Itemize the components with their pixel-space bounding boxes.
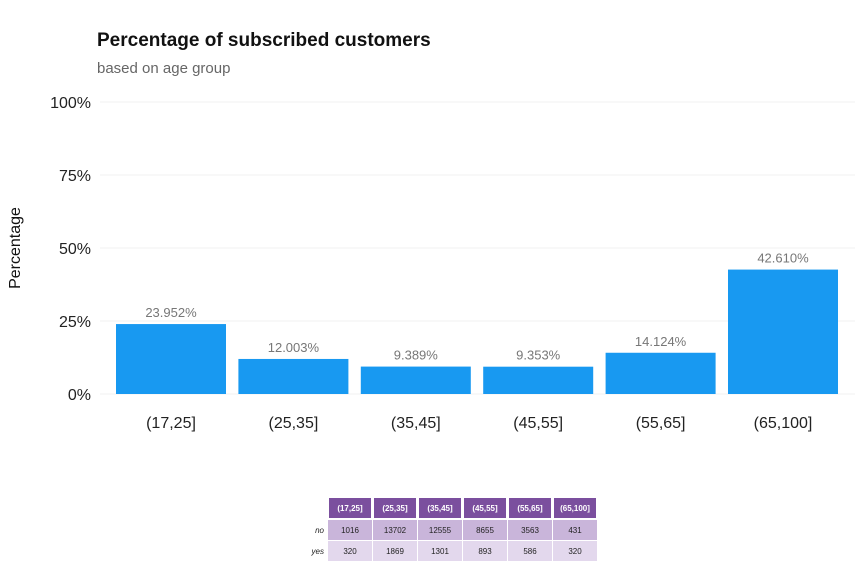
bar bbox=[483, 366, 594, 394]
chart-title: Percentage of subscribed customers bbox=[97, 30, 431, 51]
table-header-cell: (17,25] bbox=[328, 497, 372, 519]
bar-value-label: 14.124% bbox=[635, 334, 687, 349]
count-table: (17,25] (25,35] (35,45] (45,55] (55,65] (65,1… bbox=[284, 496, 598, 562]
x-tick-label: (55,65] bbox=[636, 415, 686, 432]
bar bbox=[238, 358, 349, 394]
table-cell: 1016 bbox=[328, 520, 372, 540]
y-tick-label: 100% bbox=[50, 95, 91, 112]
table-cell: 1301 bbox=[418, 541, 462, 561]
bar-value-label: 42.610% bbox=[757, 251, 809, 266]
table-header-row: (17,25] (25,35] (35,45] (45,55] (55,65] (65,1… bbox=[285, 497, 597, 519]
table-cell: 320 bbox=[328, 541, 372, 561]
bar bbox=[605, 352, 716, 394]
bar-value-label: 9.389% bbox=[394, 348, 439, 363]
table-row: no 1016 13702 12555 8655 3563 431 bbox=[285, 520, 597, 540]
bar bbox=[116, 324, 226, 394]
bar-chart: 23.952% 12.003% 9.389% 9.353% 14.124% 42.610%… bbox=[7, 95, 855, 432]
table-corner bbox=[285, 497, 327, 519]
table-header-cell: (35,45] bbox=[418, 497, 462, 519]
table-cell: 8655 bbox=[463, 520, 507, 540]
bar bbox=[728, 269, 838, 394]
x-tick-label: (65,100] bbox=[754, 415, 813, 432]
table-header-cell: (45,55] bbox=[463, 497, 507, 519]
table-row-label: no bbox=[285, 520, 327, 540]
table-cell: 3563 bbox=[508, 520, 552, 540]
x-tick-label: (35,45] bbox=[391, 415, 441, 432]
table-header-cell: (55,65] bbox=[508, 497, 552, 519]
chart-subtitle: based on age group bbox=[97, 60, 231, 77]
bar-value-label: 9.353% bbox=[516, 348, 561, 363]
y-tick-label: 0% bbox=[68, 387, 91, 404]
table-row: yes 320 1869 1301 893 586 320 bbox=[285, 541, 597, 561]
x-tick-label: (45,55] bbox=[513, 415, 563, 432]
y-axis-title: Percentage bbox=[7, 207, 24, 289]
y-tick-label: 75% bbox=[59, 168, 91, 185]
bar-value-label: 12.003% bbox=[268, 340, 320, 355]
table-header-cell: (65,100] bbox=[553, 497, 597, 519]
bar-value-label: 23.952% bbox=[145, 305, 197, 320]
table-cell: 431 bbox=[553, 520, 597, 540]
table-row-label: yes bbox=[285, 541, 327, 561]
bar bbox=[360, 366, 471, 394]
table-cell: 1869 bbox=[373, 541, 417, 561]
table-cell: 893 bbox=[463, 541, 507, 561]
x-tick-label: (17,25] bbox=[146, 415, 196, 432]
table-cell: 320 bbox=[553, 541, 597, 561]
table-cell: 12555 bbox=[418, 520, 462, 540]
table-header-cell: (25,35] bbox=[373, 497, 417, 519]
y-tick-label: 25% bbox=[59, 314, 91, 331]
y-tick-label: 50% bbox=[59, 241, 91, 258]
table-cell: 586 bbox=[508, 541, 552, 561]
table-cell: 13702 bbox=[373, 520, 417, 540]
x-tick-label: (25,35] bbox=[268, 415, 318, 432]
